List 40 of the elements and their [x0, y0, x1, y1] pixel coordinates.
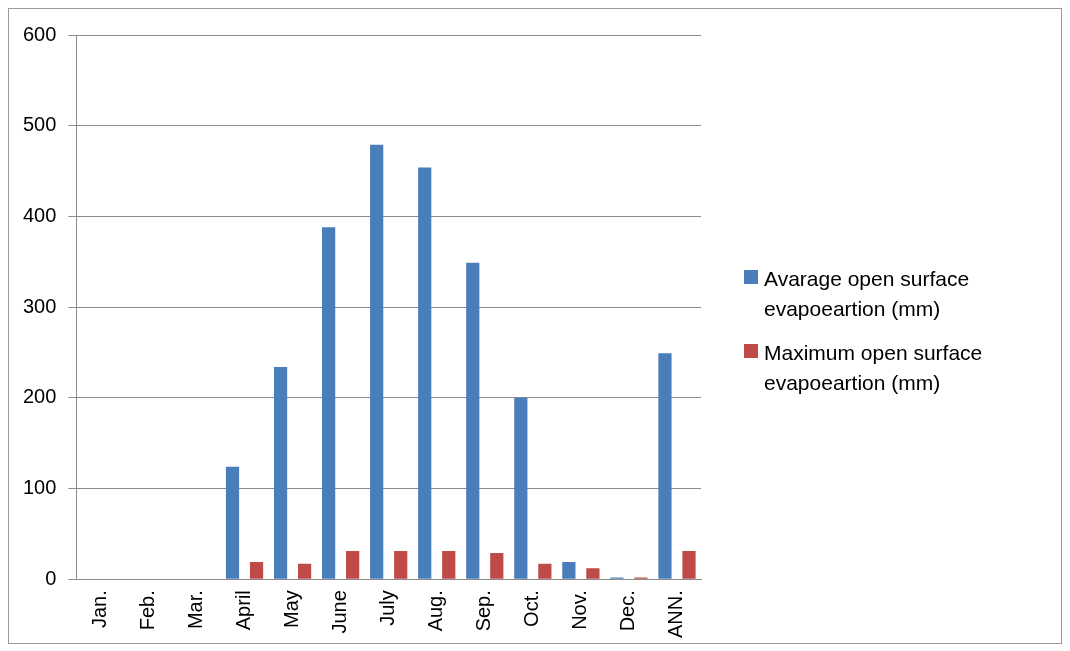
bar [490, 552, 504, 579]
x-tick-label: Sep. [472, 590, 495, 632]
x-tick-label: June [328, 590, 351, 634]
x-tick-label: Aug. [424, 590, 447, 632]
y-tick-label: 300 [22, 294, 57, 317]
bar [586, 568, 600, 579]
x-tick-label: Feb. [135, 590, 158, 631]
bar [466, 262, 480, 579]
legend-label: Maximum open surface evapoeartion (mm) [764, 340, 984, 396]
x-tick-label: Oct. [520, 590, 543, 627]
y-tick-label: 0 [45, 566, 57, 589]
legend-label: Avarage open surface evapoeartion (mm) [764, 266, 971, 322]
y-tick-label: 600 [22, 22, 57, 45]
bar [297, 563, 312, 579]
bar [442, 551, 456, 579]
bar [682, 551, 696, 579]
bar [249, 561, 264, 579]
bar [322, 227, 336, 579]
y-tick-label: 500 [22, 113, 57, 136]
y-tick-label: 400 [22, 203, 57, 226]
bar [658, 353, 672, 579]
x-tick-label: April [232, 590, 255, 631]
x-tick-label: July [376, 590, 399, 626]
y-tick-label: 100 [22, 476, 57, 499]
bar [562, 561, 576, 579]
x-tick-label: Mar. [184, 590, 207, 630]
bar [394, 551, 408, 579]
x-tick-label: Dec. [616, 590, 639, 632]
bar [225, 466, 240, 579]
bar [346, 551, 360, 579]
x-tick-label: ANN. [664, 590, 687, 639]
bar [273, 366, 288, 579]
x-tick-label: Jan. [87, 590, 110, 629]
bar [538, 563, 552, 579]
x-tick-label: May [280, 590, 303, 629]
bar [514, 397, 528, 579]
y-tick-label: 200 [22, 385, 57, 408]
bar [418, 167, 432, 579]
x-tick-label: Nov. [568, 590, 591, 630]
bar [370, 144, 384, 579]
